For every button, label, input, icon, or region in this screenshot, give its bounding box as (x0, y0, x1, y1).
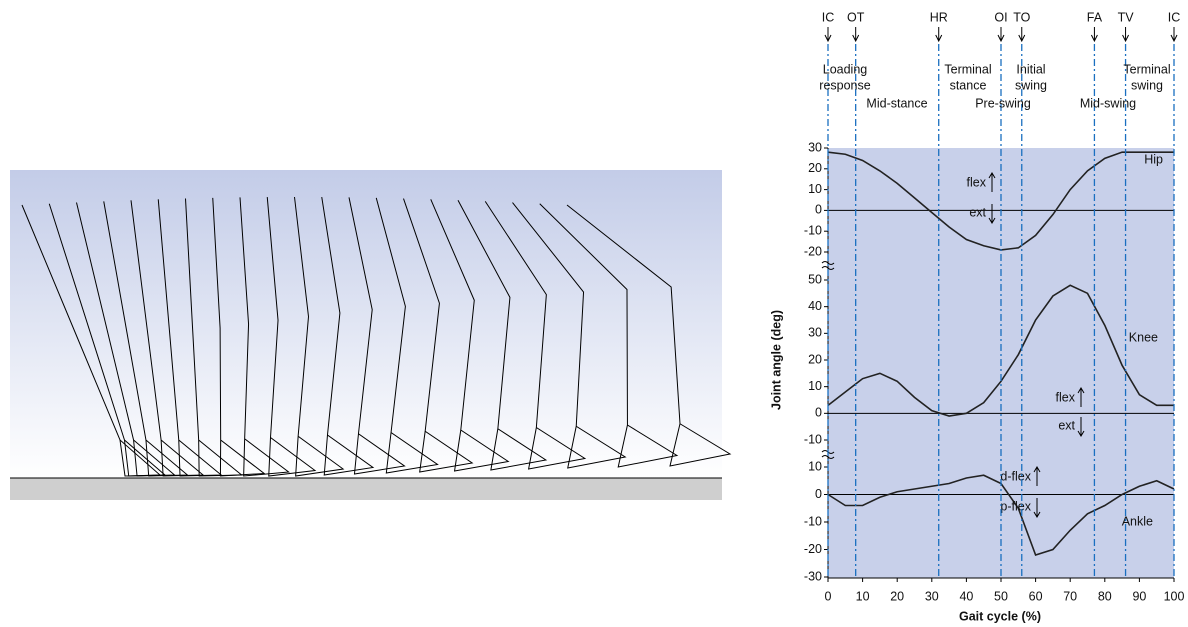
down-label: p-flex (1000, 499, 1031, 513)
event-arrow (1171, 27, 1177, 41)
event-label: OI (994, 10, 1007, 24)
y-tick-label: 0 (815, 406, 822, 420)
panel-name: Knee (1129, 330, 1158, 344)
up-label: d-flex (1000, 469, 1031, 483)
y-tick-label: 30 (808, 326, 822, 340)
panel-name: Ankle (1122, 514, 1153, 528)
phase-label: Initial (1016, 62, 1045, 76)
ground (10, 478, 722, 500)
down-label: ext (969, 205, 986, 219)
y-tick-label: 0 (815, 487, 822, 501)
phase-label: Loading (823, 62, 868, 76)
y-tick-label: 20 (808, 161, 822, 175)
y-tick-label: 20 (808, 352, 822, 366)
event-arrow (1019, 27, 1025, 41)
x-tick-label: 50 (994, 589, 1008, 603)
x-tick-label: 10 (856, 589, 870, 603)
y-tick-label: -10 (804, 514, 822, 528)
phase-label: Terminal (944, 62, 991, 76)
up-label: flex (1056, 390, 1076, 404)
phase-label: Mid-swing (1080, 96, 1136, 110)
x-tick-label: 40 (959, 589, 973, 603)
y-tick-label: 30 (808, 140, 822, 154)
x-tick-label: 90 (1132, 589, 1146, 603)
x-tick-label: 70 (1063, 589, 1077, 603)
event-label: FA (1087, 10, 1103, 24)
up-label: flex (967, 175, 987, 189)
event-arrow (936, 27, 942, 41)
phase-label: stance (950, 78, 987, 92)
y-tick-label: 40 (808, 299, 822, 313)
x-tick-label: 0 (825, 589, 832, 603)
event-arrow (1091, 27, 1097, 41)
phase-label: Mid-stance (866, 96, 927, 110)
event-arrow (825, 27, 831, 41)
event-arrow (1123, 27, 1129, 41)
y-axis-label: Joint angle (deg) (769, 310, 783, 410)
y-tick-label: 50 (808, 272, 822, 286)
event-label: TV (1118, 10, 1135, 24)
phase-label: Terminal (1123, 62, 1170, 76)
event-label: IC (1168, 10, 1181, 24)
stick-diagram (10, 170, 730, 500)
event-label: HR (930, 10, 948, 24)
phase-label: Pre-swing (975, 96, 1031, 110)
x-tick-label: 30 (925, 589, 939, 603)
x-tick-label: 100 (1164, 589, 1185, 603)
figure: Joint angle (deg) Gait cycle (%) 3020100… (0, 0, 1188, 627)
x-tick-label: 80 (1098, 589, 1112, 603)
y-tick-label: -20 (804, 542, 822, 556)
y-tick-label: -10 (804, 223, 822, 237)
y-tick-label: 10 (808, 182, 822, 196)
panel-name: Hip (1144, 152, 1163, 166)
phase-label: swing (1015, 78, 1047, 92)
y-tick-label: 10 (808, 379, 822, 393)
x-axis-label: Gait cycle (%) (959, 609, 1041, 623)
event-label: TO (1013, 10, 1030, 24)
y-tick-label: -10 (804, 432, 822, 446)
down-label: ext (1058, 418, 1075, 432)
x-tick-label: 60 (1029, 589, 1043, 603)
event-arrow (998, 27, 1004, 41)
event-label: OT (847, 10, 865, 24)
y-tick-label: 10 (808, 459, 822, 473)
event-arrow (853, 27, 859, 41)
y-tick-label: -30 (804, 569, 822, 583)
y-tick-label: -20 (804, 244, 822, 258)
x-tick-label: 20 (890, 589, 904, 603)
phase-label: swing (1131, 78, 1163, 92)
phase-label: response (819, 78, 870, 92)
y-tick-label: 0 (815, 203, 822, 217)
event-label: IC (822, 10, 835, 24)
